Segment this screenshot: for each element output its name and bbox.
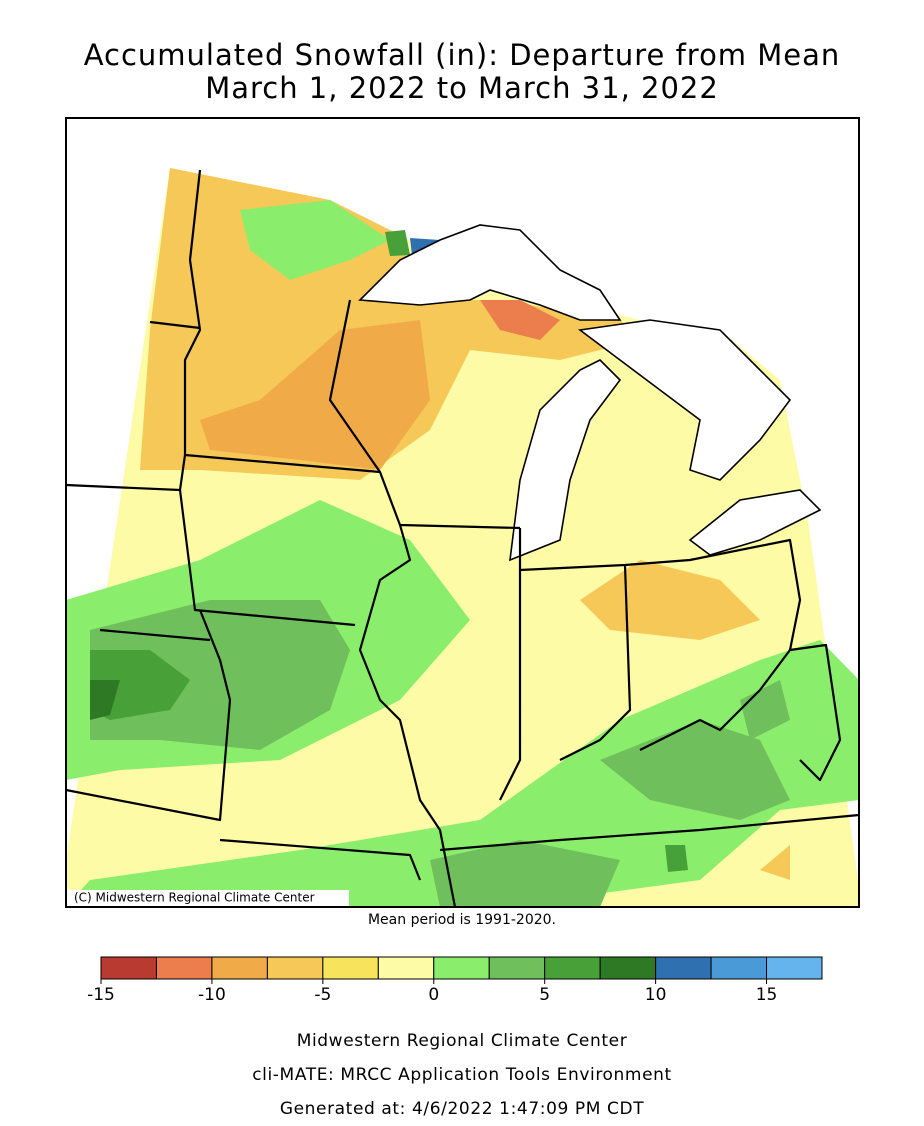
footer-line: Generated at: 4/6/2022 1:47:09 PM CDT: [280, 1099, 644, 1119]
legend-swatch: [377, 956, 435, 980]
lake: [358, 224, 622, 321]
legend-tick-label: -10: [198, 985, 226, 1005]
field-negative: [200, 320, 430, 470]
map-note: Mean period is 1991-2020.: [368, 912, 556, 928]
legend-swatch: [433, 956, 490, 980]
title-line: Accumulated Snowfall (in): Departure fro…: [84, 38, 841, 72]
credit-box: [66, 890, 349, 907]
legend-swatch: [488, 956, 546, 980]
footer-line: Midwestern Regional Climate Center: [297, 1031, 628, 1051]
legend-swatch: [155, 956, 213, 980]
map: (C) Midwestern Regional Climate Center: [65, 117, 860, 908]
legend-swatch: [766, 956, 823, 980]
legend-tick-label: -5: [314, 985, 331, 1005]
legend: -15 -10 -5 0 5 10 15: [87, 956, 823, 1005]
legend-tick-label: 15: [756, 985, 778, 1005]
legend-tick-label: 10: [645, 985, 667, 1005]
legend-swatch: [322, 956, 379, 980]
legend-swatch: [710, 956, 768, 980]
map-frame: [65, 117, 860, 908]
legend-swatch: [599, 956, 657, 980]
legend-swatch: [266, 956, 324, 980]
legend-swatch: [100, 956, 157, 980]
lake: [509, 359, 622, 562]
field-negative: [580, 560, 840, 880]
title-line: March 1, 2022 to March 31, 2022: [205, 71, 719, 105]
legend-swatch: [544, 956, 601, 980]
legend-swatch: [655, 956, 712, 980]
legend-tick-label: 5: [539, 985, 550, 1005]
map-credit: (C) Midwestern Regional Climate Center: [74, 891, 315, 905]
lake: [577, 319, 792, 481]
legend-tick-label: 0: [428, 985, 439, 1005]
field-negative: [480, 300, 560, 340]
legend-tick-label: -15: [87, 985, 115, 1005]
state-border: [66, 169, 859, 907]
field-positive: [90, 680, 120, 720]
legend-swatch: [211, 956, 268, 980]
field-positive: [90, 600, 790, 907]
footer-line: cli-MATE: MRCC Application Tools Environ…: [252, 1065, 672, 1085]
